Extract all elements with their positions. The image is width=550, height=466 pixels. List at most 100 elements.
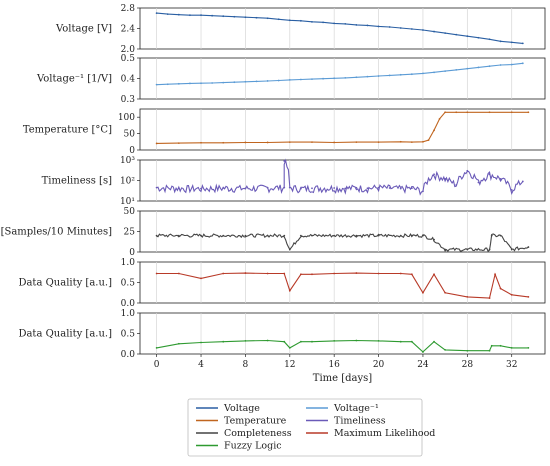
data-point: [399, 27, 402, 29]
data-point: [155, 83, 158, 86]
legend-box: [187, 398, 423, 457]
data-point: [444, 349, 447, 351]
data-point: [177, 13, 180, 16]
data-point: [222, 187, 225, 189]
data-point: [333, 272, 336, 275]
data-point: [166, 13, 169, 16]
data-point: [527, 346, 530, 349]
data-point: [299, 187, 302, 190]
data-point: [477, 181, 480, 184]
data-point: [388, 26, 391, 28]
data-point: [422, 190, 424, 193]
subplot-7: 0.0 0.5 1.0 Data Quality [a.u.]: [18, 309, 546, 360]
data-point: [527, 295, 530, 298]
data-point: [444, 111, 447, 114]
data-point: [355, 141, 358, 144]
data-point: [288, 19, 291, 22]
data-point: [333, 339, 336, 342]
data-point: [266, 186, 269, 189]
plot-area: [139, 312, 546, 355]
data-point: [499, 234, 502, 237]
data-point: [266, 17, 269, 20]
data-point: [490, 344, 493, 347]
data-point: [344, 22, 347, 25]
data-point: [311, 20, 313, 23]
data-point: [494, 273, 496, 276]
data-point: [444, 248, 447, 251]
data-point: [266, 272, 269, 275]
data-point: [333, 187, 336, 189]
data-point: [333, 77, 336, 80]
legend-label: Voltage: [223, 403, 260, 414]
data-point: [283, 234, 286, 237]
data-point: [388, 74, 391, 77]
y-tick-label: 25: [124, 228, 136, 238]
data-point: [388, 187, 391, 189]
data-point: [244, 234, 247, 237]
data-point: [444, 177, 447, 180]
y-tick-label: 0.3: [121, 95, 136, 105]
subplot-panels: 2.0 2.4 2.8 Voltage [V] 0.3 0.4 0.5 Voltage⁻¹ […: [0, 4, 546, 360]
data-point: [244, 187, 247, 190]
y-axis-label: Temperature [°C]: [23, 125, 112, 136]
data-point: [333, 22, 336, 25]
data-point: [377, 272, 380, 275]
data-point: [177, 272, 180, 275]
plot-area: [139, 159, 546, 202]
data-point: [366, 75, 369, 78]
y-tick-label: 100: [118, 113, 135, 123]
data-point: [427, 139, 430, 142]
y-axis-label: Timeliness [s]: [42, 176, 112, 187]
data-point: [488, 349, 491, 352]
data-point: [499, 40, 502, 43]
data-point: [155, 272, 158, 275]
data-point: [244, 272, 247, 274]
data-point: [466, 111, 469, 114]
data-point: [499, 64, 502, 66]
plot-area: [139, 7, 546, 50]
data-point: [288, 289, 291, 292]
series-line: [156, 158, 524, 196]
x-axis-label: Time [days]: [313, 373, 372, 384]
y-tick-label: 0.5: [121, 330, 136, 340]
data-point: [299, 19, 302, 22]
x-tick-label: 24: [417, 360, 429, 370]
data-point: [288, 79, 291, 81]
data-point: [422, 140, 424, 143]
y-tick-label: 0.0: [121, 299, 136, 309]
data-point: [510, 188, 513, 191]
data-point: [322, 77, 324, 80]
data-point: [455, 111, 458, 114]
data-point: [527, 111, 530, 114]
data-point: [283, 186, 286, 189]
data-point: [510, 63, 513, 66]
data-point: [266, 234, 269, 237]
legend-label: Voltage⁻¹: [333, 403, 379, 414]
data-point: [211, 82, 214, 84]
y-tick-label: 10²: [120, 177, 135, 187]
data-point: [288, 186, 291, 189]
data-point: [155, 12, 158, 15]
data-point: [433, 340, 435, 343]
data-point: [355, 76, 358, 79]
data-point: [155, 346, 158, 349]
data-point: [410, 273, 413, 276]
data-point: [410, 28, 413, 30]
data-point: [266, 141, 269, 144]
data-point: [455, 33, 458, 36]
data-point: [189, 14, 191, 17]
data-point: [488, 297, 491, 299]
subplot-6: 0.0 0.5 1.0 Data Quality [a.u.]: [18, 258, 546, 309]
y-axis-label: Data Quality [a.u.]: [18, 329, 112, 340]
data-point: [399, 140, 402, 143]
data-point: [499, 177, 502, 180]
data-point: [200, 141, 202, 144]
data-point: [355, 234, 358, 237]
data-point: [283, 272, 286, 275]
x-tick-label: 0: [154, 360, 160, 370]
data-point: [255, 80, 258, 83]
data-point: [277, 79, 280, 82]
y-tick-label: 0.5: [121, 54, 136, 64]
data-point: [510, 248, 513, 251]
